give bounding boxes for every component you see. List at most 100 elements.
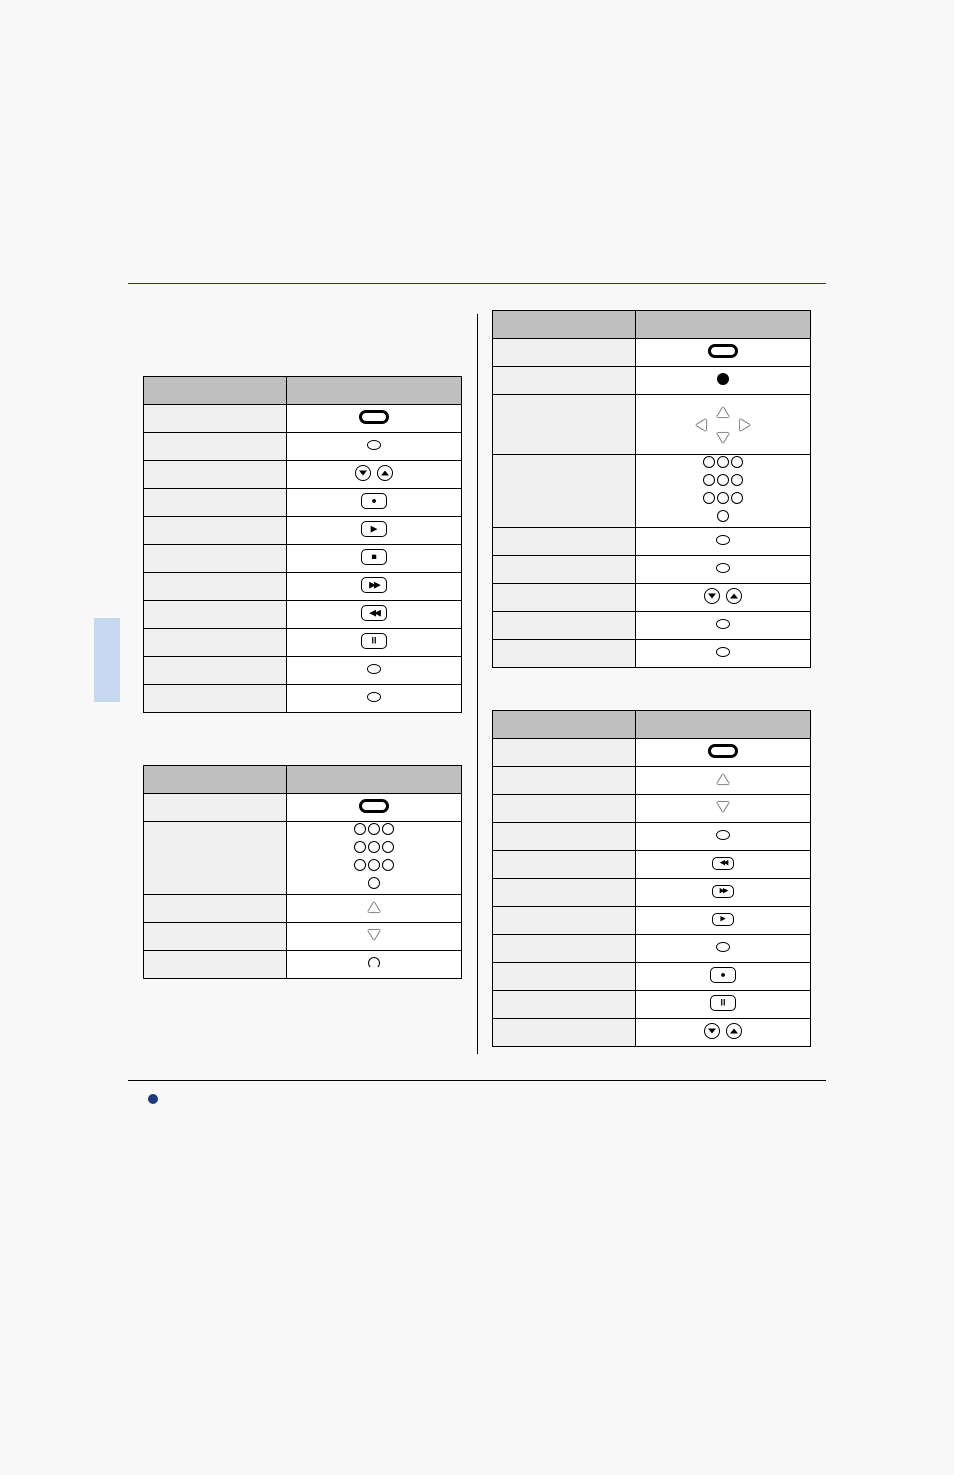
row-label — [144, 489, 287, 517]
table-row: ● — [493, 963, 811, 991]
row-label — [493, 767, 636, 795]
row-label — [493, 640, 636, 668]
oval-button-icon — [287, 657, 462, 685]
ffwd-button-icon: ▶▶ — [287, 573, 462, 601]
row-label — [493, 367, 636, 395]
footer-bullet-icon — [148, 1094, 158, 1104]
table-row — [493, 455, 811, 528]
table-row: ▶ — [493, 907, 811, 935]
table-row: ■ — [144, 545, 462, 573]
row-label — [144, 629, 287, 657]
power-button-icon — [287, 405, 462, 433]
table-row — [144, 895, 462, 923]
record-button-icon: ● — [287, 489, 462, 517]
play-button-icon: ▶ — [636, 907, 811, 935]
row-label — [144, 517, 287, 545]
record-button-icon: ● — [636, 963, 811, 991]
table-row — [144, 433, 462, 461]
table-row: ● — [144, 489, 462, 517]
table-row — [493, 795, 811, 823]
section-tab — [94, 618, 120, 702]
table-row — [493, 367, 811, 395]
stop-button-icon: ■ — [287, 545, 462, 573]
oval-button-icon — [636, 640, 811, 668]
oval-button-icon — [636, 528, 811, 556]
row-label — [493, 963, 636, 991]
table-row: ▶▶ — [493, 879, 811, 907]
table-row — [493, 739, 811, 767]
table-row: ▶ — [144, 517, 462, 545]
table-row: ◀◀ — [144, 601, 462, 629]
channel-up-down-icon — [636, 584, 811, 612]
row-label — [144, 685, 287, 713]
row-label — [493, 1019, 636, 1047]
table-row — [493, 935, 811, 963]
table-row — [493, 395, 811, 455]
number-pad-icon — [636, 455, 811, 528]
row-label — [144, 573, 287, 601]
row-label — [144, 433, 287, 461]
row-label — [493, 339, 636, 367]
table-row — [144, 685, 462, 713]
row-label — [144, 405, 287, 433]
dpad-icon — [636, 395, 811, 455]
table-row — [493, 612, 811, 640]
table-row: ll — [493, 991, 811, 1019]
play-button-icon: ▶ — [287, 517, 462, 545]
power-button-icon — [636, 739, 811, 767]
row-label — [144, 545, 287, 573]
oval-button-icon — [636, 823, 811, 851]
channel-up-down-icon — [636, 1019, 811, 1047]
dot-icon — [636, 367, 811, 395]
column-divider — [477, 314, 478, 1054]
table-d-hdr-1 — [493, 711, 636, 739]
right-column: ◀◀ ▶▶ ▶ ● ll — [477, 310, 826, 1073]
table-b — [143, 765, 462, 979]
ffwd-button-icon: ▶▶ — [636, 879, 811, 907]
row-label — [144, 895, 287, 923]
row-label — [144, 657, 287, 685]
left-column: ● ▶ ■ ▶▶ ◀◀ ll — [128, 310, 477, 1073]
row-label — [493, 556, 636, 584]
table-row — [144, 951, 462, 979]
table-d-hdr-2 — [636, 711, 811, 739]
number-pad-icon — [287, 822, 462, 895]
row-label — [493, 528, 636, 556]
table-row — [493, 640, 811, 668]
row-label — [493, 879, 636, 907]
table-row — [144, 405, 462, 433]
power-button-icon — [287, 794, 462, 822]
pause-button-icon: ll — [287, 629, 462, 657]
table-row — [144, 657, 462, 685]
row-label — [144, 951, 287, 979]
row-label — [144, 601, 287, 629]
row-label — [144, 461, 287, 489]
table-a-hdr-2 — [287, 377, 462, 405]
down-arrow-icon — [636, 795, 811, 823]
table-row: ▶▶ — [144, 573, 462, 601]
circle-icon — [287, 951, 462, 979]
table-row — [144, 461, 462, 489]
table-row: ll — [144, 629, 462, 657]
table-row — [493, 528, 811, 556]
oval-button-icon — [287, 433, 462, 461]
table-d: ◀◀ ▶▶ ▶ ● ll — [492, 710, 811, 1047]
row-label — [493, 795, 636, 823]
row-label — [493, 907, 636, 935]
table-c-hdr-1 — [493, 311, 636, 339]
table-row — [493, 339, 811, 367]
table-row: ◀◀ — [493, 851, 811, 879]
table-b-hdr-1 — [144, 766, 287, 794]
table-row — [144, 822, 462, 895]
table-c-hdr-2 — [636, 311, 811, 339]
oval-button-icon — [636, 935, 811, 963]
table-row — [493, 767, 811, 795]
table-row — [493, 584, 811, 612]
row-label — [144, 822, 287, 895]
rewind-button-icon: ◀◀ — [287, 601, 462, 629]
table-c — [492, 310, 811, 668]
row-label — [493, 935, 636, 963]
row-label — [493, 395, 636, 455]
row-label — [493, 823, 636, 851]
table-row — [493, 1019, 811, 1047]
